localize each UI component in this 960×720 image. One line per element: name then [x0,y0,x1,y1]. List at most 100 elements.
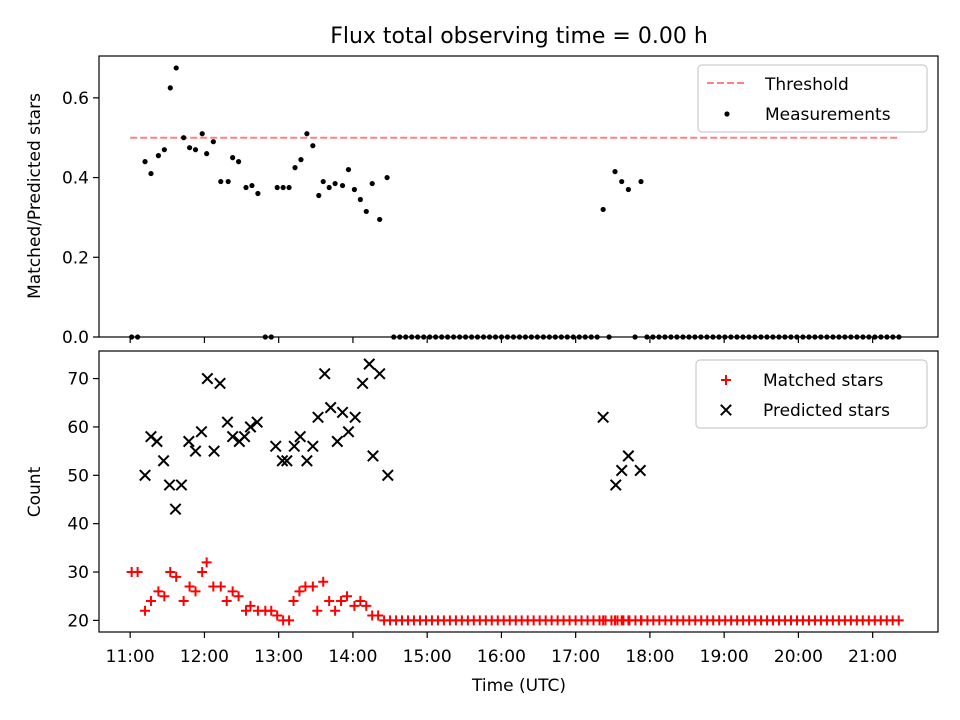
measurement-point [181,135,187,141]
measurement-point [155,153,161,159]
predicted-star-point [182,435,195,448]
ratio-y-axis-label: Matched/Predicted stars [25,93,45,299]
ratio-y-tick-label: 0.6 [62,89,89,109]
matched-star-point [318,576,329,587]
predicted-star-point [342,425,355,438]
matched-star-point [336,596,347,607]
predicted-star-point [288,440,301,453]
count-y-tick-label: 30 [67,563,89,583]
ratio-panel: 0.0 0.2 0.4 0.6 Matched/Predicted stars Thr… [25,55,939,348]
measurement-point [304,131,310,137]
count-x-axis: 11:00 12:00 13:00 14:00 15:00 16:00 17:00 18:00… [106,632,897,667]
count-y-tick-label: 40 [67,515,89,535]
ratio-axes-frame [98,55,939,338]
predicted-star-point [294,430,307,443]
predicted-star-point [597,411,610,424]
measurement-point [612,168,618,175]
matched-star-point [288,596,299,607]
matched-star-point [294,586,305,597]
predicted-star-point [269,440,282,453]
matched-star-point [178,596,189,607]
predicted-star-point [244,421,257,433]
predicted-star-point [324,401,337,414]
ratio-y-axis: 0.0 0.2 0.4 0.6 [62,89,99,348]
measurement-point [192,147,199,153]
matched-star-point [241,605,252,616]
measurement-point [638,178,644,185]
measurement-point [619,178,625,185]
measurement-point [142,159,148,165]
predicted-star-point [336,406,349,419]
matched-star-point [324,596,335,607]
measurement-point [218,178,224,185]
legend-predicted-label: Predicted stars [763,401,890,421]
measurement-point [600,206,606,213]
count-x-tick-label: 17:00 [551,647,600,667]
measurement-point [316,192,322,199]
matched-star-point [893,615,904,626]
matched-star-point [272,610,283,621]
legend-matched-swatch [721,375,731,385]
matched-star-point [361,600,372,611]
predicted-star-point [312,411,324,424]
measurement-point [286,184,292,191]
predicted-star-point [318,367,331,380]
matched-star-point [197,567,208,578]
measurement-point [274,184,280,191]
measurement-point [167,85,173,91]
measurement-point [173,65,179,71]
predicted-star-point [226,430,239,443]
measurement-point [363,208,369,215]
count-x-tick-label: 14:00 [328,647,377,667]
predicted-star-point [280,454,293,467]
matched-star-point [330,605,341,616]
matched-star-point [184,581,195,592]
matched-star-point [355,596,366,607]
matched-star-point [201,557,212,568]
predicted-star-point [300,454,313,467]
measurement-point [225,178,231,185]
measurement-point [384,174,390,181]
ratio-y-tick-label: 0.4 [62,169,89,189]
measurement-point [280,184,286,191]
matched-star-point [221,596,232,607]
count-x-tick-label: 20:00 [774,647,823,667]
measurement-point [332,180,338,187]
matched-star-point [227,586,238,597]
count-legend: Matched stars Predicted stars [695,359,928,429]
measurement-point [255,190,261,197]
measurement-point [369,180,375,187]
measurement-point [351,186,358,193]
predicted-star-point [208,445,220,458]
predicted-star-point [634,464,647,477]
predicted-star-point [157,454,170,467]
matched-star-point [307,581,318,592]
predicted-star-point [622,450,635,462]
count-x-tick-label: 18:00 [625,647,674,667]
measurement-point [161,147,167,153]
measurement-point [377,216,383,223]
count-x-tick-label: 11:00 [106,647,155,667]
measurement-point [235,159,242,165]
predicted-star-point [331,435,344,448]
measurement-point [310,143,316,149]
matched-star-point [153,586,164,597]
matched-star-point [215,581,226,592]
count-x-tick-label: 19:00 [700,647,749,667]
matched-star-point [284,615,295,626]
matched-star-point [171,571,182,582]
predicted-star-point [615,464,628,477]
measurement-point [339,182,346,189]
count-x-tick-label: 16:00 [477,647,526,667]
count-y-tick-label: 50 [67,466,89,486]
predicted-star-point [175,479,188,491]
legend-measurement-swatch [724,111,730,117]
ratio-y-tick-label: 0.2 [62,248,89,268]
predicted-star-point [189,445,202,458]
count-x-tick-label: 21:00 [848,647,897,667]
predicted-star-point [609,479,622,491]
ratio-legend-box [697,64,928,133]
predicted-star-point [349,411,362,424]
measurement-point [204,151,210,157]
